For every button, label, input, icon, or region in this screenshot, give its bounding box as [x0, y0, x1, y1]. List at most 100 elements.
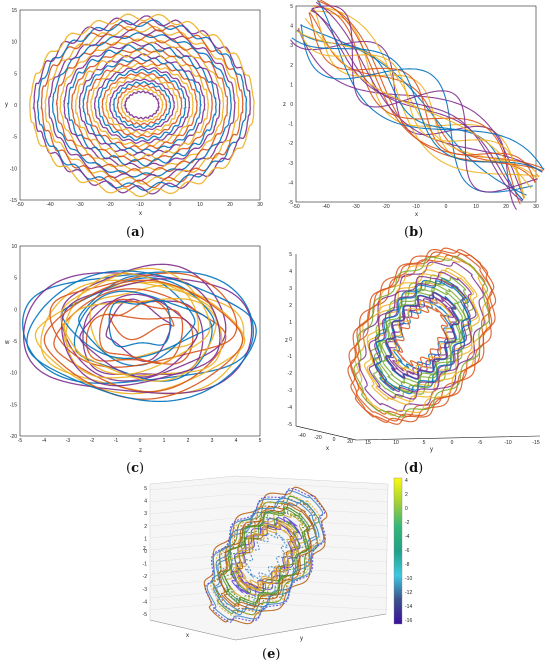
panel-b-series-line — [296, 29, 524, 201]
panel-d-series-line — [369, 274, 474, 398]
panel-c-xtick: -3 — [66, 438, 71, 444]
panel-c-xtick: 1 — [163, 438, 166, 444]
panel-b-ytick: 4 — [290, 24, 293, 30]
panel-e-colorbar-tick: -2 — [405, 520, 410, 526]
panel-e-series-line — [233, 519, 299, 592]
panel-c-series-line — [79, 293, 199, 378]
panel-b-series-line — [312, 6, 540, 178]
panel-e-colorbar-tick: -14 — [405, 604, 412, 610]
panel-c-series-line — [49, 272, 238, 368]
panel-e-series-line — [203, 486, 328, 625]
panel-e-ztick: -5 — [143, 612, 148, 618]
panel-b-xtick: -20 — [382, 204, 389, 210]
panel-c-series-line — [43, 279, 244, 400]
panel-a-tick-labels: -50 -40 -30 -20 -10 0 10 20 30 15 10 5 0 -5 -10 -15 — [10, 8, 263, 208]
panel-c-series-line — [34, 281, 246, 395]
panel-b-xtick: -10 — [412, 204, 419, 210]
panel-e-colorbar-tick: -6 — [405, 548, 410, 554]
panel-d-ztick: 3 — [289, 286, 292, 292]
panel-a-xtick: 30 — [257, 202, 263, 208]
panel-e-gridline — [149, 481, 237, 491]
panel-a-trajectory — [29, 13, 255, 198]
panel-a-series-line — [66, 43, 217, 167]
panel-e-ylabel: y — [300, 636, 303, 642]
panel-a-series-line — [55, 34, 229, 176]
panel-d-ytick: 0 — [451, 440, 454, 446]
panel-e-ztick: 1 — [144, 536, 147, 542]
panel-d-ytick: 10 — [393, 440, 399, 446]
panel-e-series-line — [244, 532, 289, 581]
panel-b-series-line — [313, 5, 540, 177]
panel-d-xtick: -20 — [314, 435, 321, 441]
panel-e-colorbar-tick: -10 — [405, 576, 412, 582]
panel-d-ztick: -2 — [288, 371, 293, 377]
panel-d-ztick: 4 — [289, 269, 292, 275]
panel-a-series-line — [108, 78, 175, 132]
panel-e-series-line — [222, 507, 311, 605]
panel-d-ztick: -1 — [288, 354, 293, 360]
panel-c-series-line — [85, 313, 194, 365]
panel-c-series-line — [22, 272, 253, 394]
panel-d-series-line — [347, 248, 496, 425]
panel-e-colorbar-tick: 2 — [405, 492, 408, 498]
panel-d-series-line — [353, 255, 491, 418]
panel-b-series-line — [311, 5, 538, 193]
panel-e-gridline — [149, 565, 237, 575]
panel-b-label: (b) — [404, 225, 423, 240]
panel-e-ztick: -1 — [143, 562, 148, 568]
panel-e-ztick: 5 — [144, 486, 147, 492]
panel-d-ylabel: y — [430, 447, 433, 453]
panel-c-xtick: 3 — [211, 438, 214, 444]
panel-b-ytick: -3 — [289, 161, 294, 167]
panel-d-ztick: -5 — [288, 422, 293, 428]
panel-b-ytick: 3 — [290, 43, 293, 49]
panel-e-gridline — [149, 505, 237, 515]
panel-e-series-line — [235, 522, 297, 590]
panel-d-series-line — [349, 251, 493, 422]
panel-c-series-line — [53, 288, 227, 393]
panel-d-ztick: 0 — [289, 337, 292, 343]
panel-d-series-line — [385, 292, 460, 380]
panel-c-series-line — [105, 298, 172, 362]
panel-b-xtick: 20 — [503, 204, 509, 210]
panel-c-xtick: -5 — [18, 438, 23, 444]
panel-e-gridline — [149, 589, 237, 599]
panel-b-trajectory — [290, 0, 545, 211]
panel-c-ytick: 10 — [11, 244, 17, 250]
panel-e-series-line — [218, 503, 313, 607]
panel-c-series-line — [78, 275, 196, 367]
panel-a-series-line — [116, 84, 168, 126]
panel-a-xtick: -20 — [106, 202, 113, 208]
panel-b-series-line — [315, 1, 543, 173]
panel-e: 5 4 3 2 1 0 -1 -2 -3 -4 -5 z x y 4 2 0 -2 -4 -6 -8 -10 -12… — [143, 475, 412, 662]
panel-c-xtick: 0 — [139, 438, 142, 444]
panel-a-xtick: -30 — [76, 202, 83, 208]
panel-e-gridline — [235, 553, 389, 563]
panel-e-colorbar-tick: -4 — [405, 534, 410, 540]
panel-d-xtick: 0 — [333, 437, 336, 443]
panel-a-series-line — [40, 21, 244, 189]
panel-b-series-line — [300, 24, 527, 196]
panel-e-ztick: 0 — [144, 549, 147, 555]
panel-e-ztick: -3 — [143, 587, 148, 593]
panel-a-series-line — [86, 59, 198, 151]
panel-a-ytick: -5 — [13, 135, 18, 141]
panel-d-ytick: -5 — [478, 440, 483, 446]
panel-e-colorbar-tick: 4 — [405, 478, 408, 484]
panel-d-series-line — [378, 284, 466, 387]
panel-e-gridline — [149, 517, 237, 527]
panel-d-ytick: 5 — [423, 440, 426, 446]
panel-c-trajectory — [22, 263, 257, 403]
panel-d-series-line — [374, 278, 471, 393]
panel-b-ytick: -1 — [289, 122, 294, 128]
panel-e-xlabel: x — [186, 633, 189, 639]
panel-e-trajectory — [203, 486, 328, 625]
panel-a-xlabel: x — [139, 211, 142, 217]
panel-c-ytick: -20 — [10, 434, 17, 440]
panel-d-ztick: -4 — [288, 405, 293, 411]
panel-b-series-line — [308, 12, 536, 183]
panel-c-xtick: 2 — [187, 438, 190, 444]
